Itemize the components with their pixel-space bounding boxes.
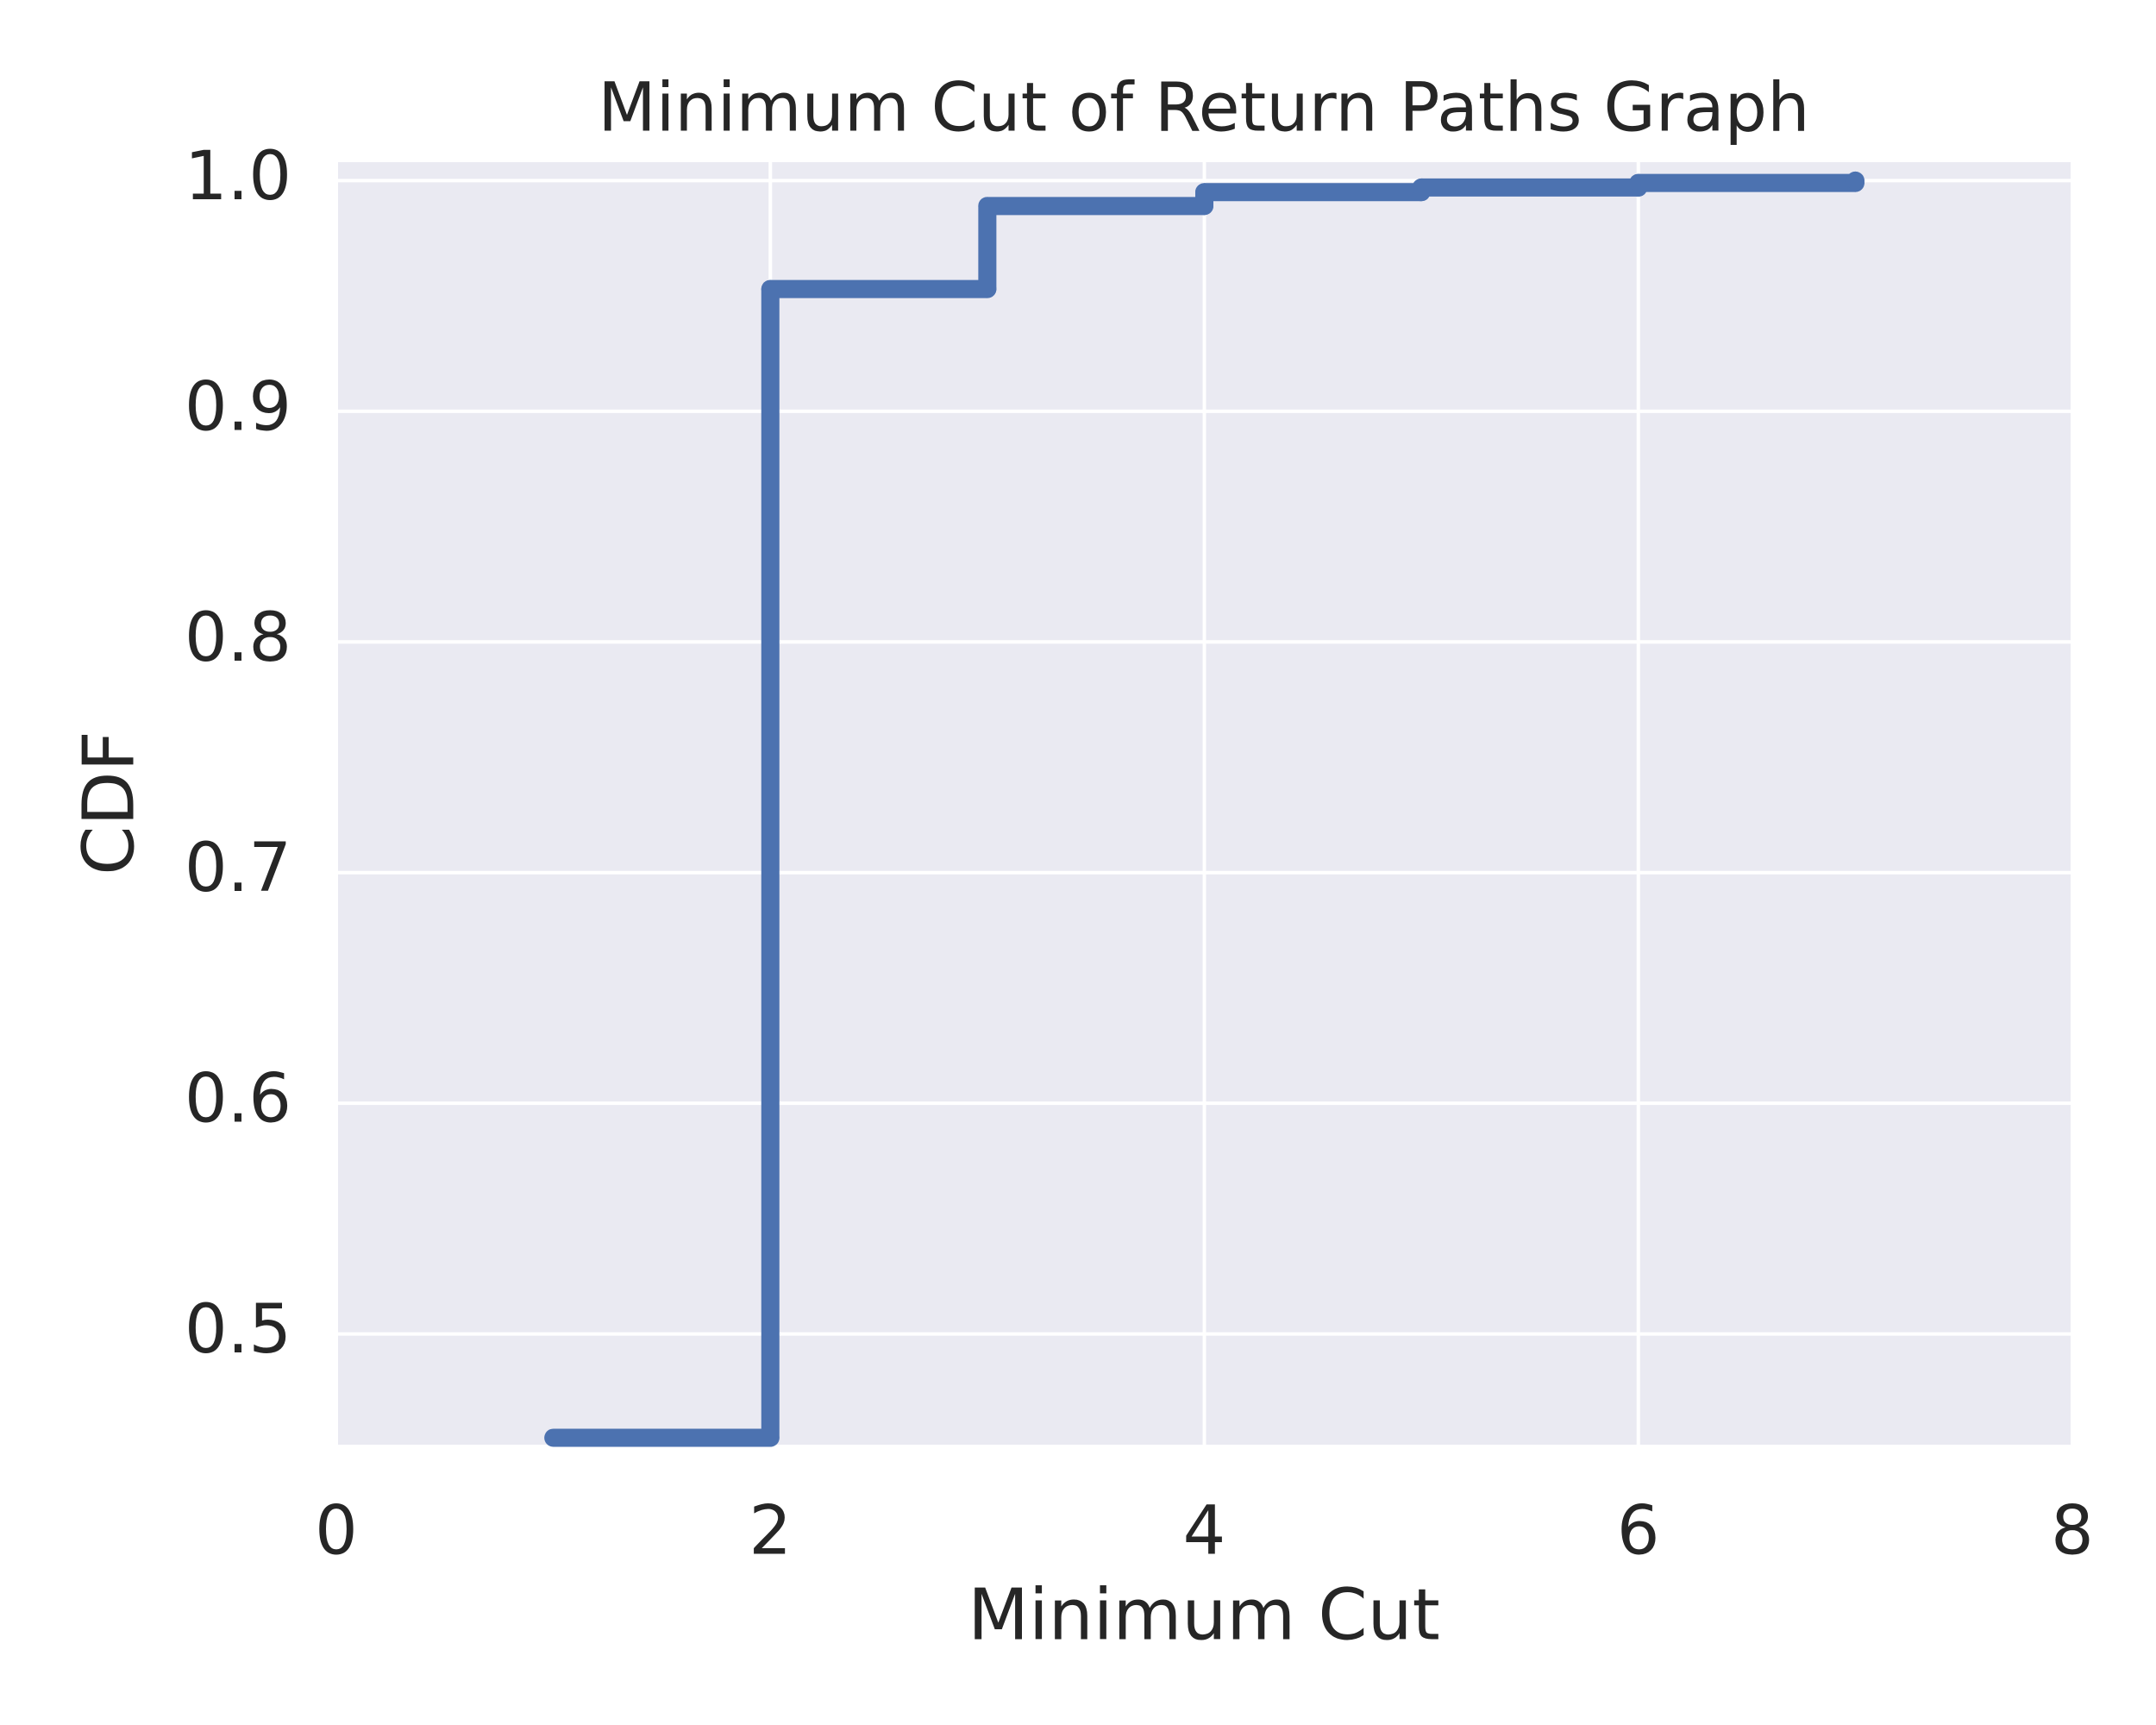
marks — [544, 171, 1865, 1447]
y-tick-label: 0.5 — [185, 1291, 291, 1369]
y-tick-label: 0.8 — [185, 599, 291, 677]
x-tick-label: 2 — [749, 1492, 792, 1570]
y-tick-label: 0.6 — [185, 1061, 291, 1138]
x-tick-label: 8 — [2051, 1492, 2094, 1570]
x-tick-label: 6 — [1617, 1492, 1660, 1570]
x-tick-label: 0 — [315, 1492, 358, 1570]
chart-title: Minimum Cut of Return Paths Graph — [598, 69, 1809, 147]
x-axis-label: Minimum Cut — [968, 1574, 1439, 1656]
y-tick-label: 0.9 — [185, 368, 291, 446]
x-tick-label: 4 — [1183, 1492, 1226, 1570]
y-axis-label: CDF — [68, 731, 150, 875]
y-tick-label: 1.0 — [185, 138, 291, 216]
y-tick-label: 0.7 — [185, 830, 291, 907]
